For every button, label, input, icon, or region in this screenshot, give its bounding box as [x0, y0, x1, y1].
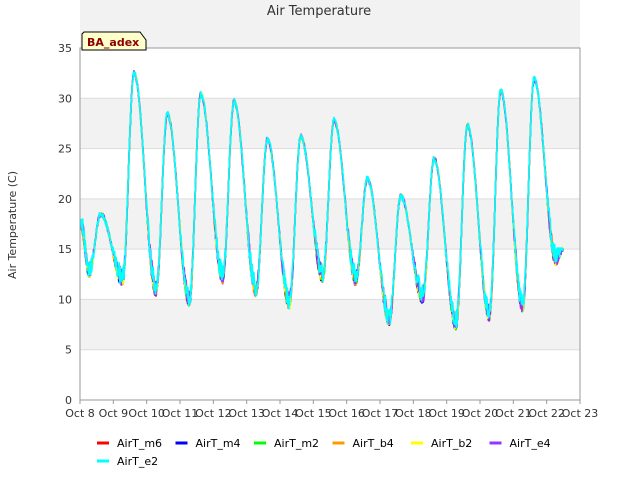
y-tick-label: 5 [65, 344, 72, 357]
x-tick-label: Oct 15 [295, 407, 332, 420]
site-label-background [81, 31, 147, 51]
series-lines [79, 70, 564, 331]
x-tick-label: Oct 17 [362, 407, 399, 420]
grid-band [80, 0, 580, 48]
y-tick-label: 30 [58, 92, 72, 105]
x-tick-label: Oct 9 [99, 407, 129, 420]
y-tick-label: 10 [58, 293, 72, 306]
x-tick-label: Oct 8 [65, 407, 95, 420]
x-tick-label: Oct 10 [128, 407, 165, 420]
legend-label: AirT_b4 [353, 437, 394, 450]
x-tick-label: Oct 19 [428, 407, 465, 420]
grid-band [80, 299, 580, 350]
x-tick-label: Oct 22 [528, 407, 565, 420]
legend-label: AirT_e4 [510, 437, 551, 450]
x-tick-label: Oct 18 [395, 407, 432, 420]
y-axis-label: Air Temperature (C) [6, 171, 19, 279]
y-tick-label: 0 [65, 394, 72, 407]
grid-bands [80, 0, 580, 350]
y-tick-label: 15 [58, 243, 72, 256]
x-tick-label: Oct 23 [562, 407, 599, 420]
x-tick-label: Oct 20 [462, 407, 499, 420]
legend-label: AirT_m6 [117, 437, 162, 450]
axes [79, 47, 581, 401]
legend-label: AirT_m2 [274, 437, 319, 450]
y-tick-label: 35 [58, 42, 72, 55]
chart-title: Air Temperature [267, 4, 371, 19]
y-tick-label: 25 [58, 143, 72, 156]
x-tick-label: Oct 16 [328, 407, 365, 420]
series-line-airt-e2 [79, 71, 564, 328]
x-tick-label: Oct 11 [162, 407, 199, 420]
grid-band [80, 198, 580, 250]
legend-label: AirT_b2 [431, 437, 472, 450]
legend: AirT_m6 AirT_m4 AirT_m2 AirT_b4 AirT_b2 AirT_… [97, 437, 551, 468]
y-tick-label: 20 [58, 193, 72, 206]
legend-label: AirT_e2 [117, 455, 158, 468]
legend-label: AirT_m4 [196, 437, 241, 450]
plot-frame [79, 47, 581, 401]
site-label: BA_adex [87, 36, 139, 49]
x-tick-label: Oct 21 [495, 407, 532, 420]
x-tick-label: Oct 13 [228, 407, 265, 420]
site-label-box: BA_adex [81, 31, 147, 51]
y-tick-labels: 0 5 10 15 20 25 30 35 [58, 42, 72, 407]
x-tick-label: Oct 12 [195, 407, 232, 420]
x-tick-label: Oct 14 [262, 407, 299, 420]
